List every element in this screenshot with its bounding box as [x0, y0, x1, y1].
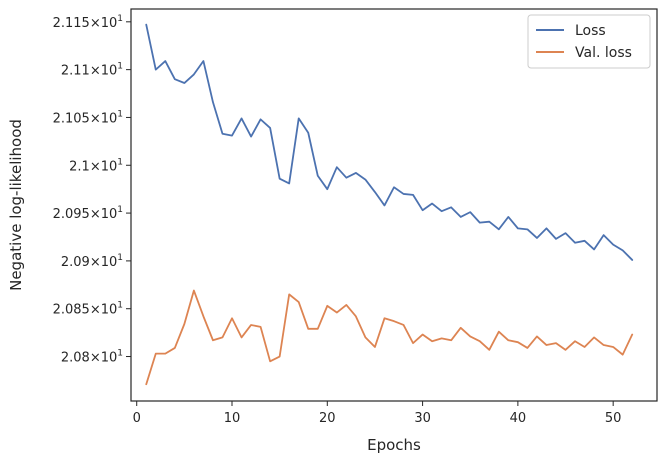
y-tick-label: 2.1×101: [69, 157, 123, 174]
x-tick-label: 50: [605, 411, 622, 426]
y-tick-base: 10: [101, 64, 118, 79]
y-tick-label: 2.095×101: [53, 205, 123, 222]
legend-label-loss: Loss: [575, 23, 606, 39]
y-tick-mantissa: 2.105: [53, 111, 90, 126]
y-tick-base: 10: [101, 303, 118, 318]
x-tick-label: 40: [510, 411, 527, 426]
y-tick-exponent: 1: [117, 205, 123, 215]
legend-label-val-loss: Val. loss: [575, 45, 632, 61]
legend-frame: [527, 14, 651, 69]
y-tick-exponent: 1: [117, 253, 123, 263]
y-tick-base: 10: [101, 255, 118, 270]
y-tick-base: 10: [101, 159, 118, 174]
y-tick-times: ×: [90, 159, 101, 174]
y-tick-base: 10: [101, 16, 118, 31]
y-tick-mantissa: 2.095: [53, 207, 90, 222]
y-tick-times: ×: [90, 303, 101, 318]
y-tick-mantissa: 2.11: [61, 64, 90, 79]
y-tick-exponent: 1: [117, 301, 123, 311]
y-tick-label: 2.08×101: [61, 349, 123, 366]
legend: Loss Val. loss: [527, 14, 651, 69]
y-tick-label: 2.11×101: [61, 62, 123, 79]
y-tick-times: ×: [90, 64, 101, 79]
y-tick-exponent: 1: [117, 14, 123, 24]
y-tick-label: 2.105×101: [53, 109, 123, 126]
y-tick-times: ×: [90, 351, 101, 366]
y-tick-times: ×: [90, 111, 101, 126]
y-tick-label: 2.09×101: [61, 253, 123, 270]
x-axis-ticks: 0 10 20 30 40 50: [133, 401, 622, 426]
y-tick-exponent: 1: [117, 349, 123, 359]
y-tick-times: ×: [90, 255, 101, 270]
series-line-val-loss: [145, 289, 634, 386]
y-tick-mantissa: 2.08: [61, 351, 90, 366]
x-tick-label: 30: [414, 411, 431, 426]
y-tick-exponent: 1: [117, 157, 123, 167]
x-tick-label: 0: [133, 411, 141, 426]
y-tick-times: ×: [90, 207, 101, 222]
plot-area-background: [131, 9, 657, 401]
x-tick-label: 20: [319, 411, 336, 426]
y-tick-mantissa: 2.085: [53, 303, 90, 318]
y-axis-ticks: 2.08×1012.085×1012.09×1012.095×1012.1×10…: [53, 14, 131, 366]
y-tick-base: 10: [101, 111, 118, 126]
y-tick-mantissa: 2.115: [53, 16, 90, 31]
y-tick-label: 2.085×101: [53, 301, 123, 318]
x-tick-label: 10: [224, 411, 241, 426]
y-tick-base: 10: [101, 207, 118, 222]
series-layer: [145, 23, 634, 386]
plot-frame: [130, 8, 658, 402]
y-tick-exponent: 1: [117, 109, 123, 119]
y-axis-title: Negative log-likelihood: [7, 119, 25, 291]
y-tick-mantissa: 2.09: [61, 255, 90, 270]
x-axis-title: Epochs: [367, 436, 421, 454]
y-tick-label: 2.115×101: [53, 14, 123, 31]
y-tick-exponent: 1: [117, 62, 123, 72]
y-tick-times: ×: [90, 16, 101, 31]
series-line-loss: [145, 23, 634, 261]
y-tick-base: 10: [101, 351, 118, 366]
y-tick-mantissa: 2.1: [69, 159, 90, 174]
